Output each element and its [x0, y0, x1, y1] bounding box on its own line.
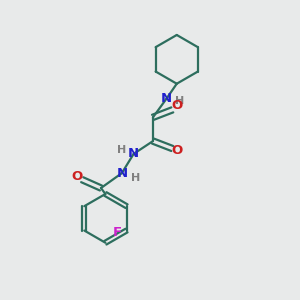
Text: O: O	[172, 99, 183, 112]
Text: N: N	[160, 92, 172, 105]
Text: F: F	[113, 226, 122, 238]
Text: N: N	[128, 147, 139, 161]
Text: O: O	[71, 170, 82, 183]
Text: H: H	[175, 96, 184, 106]
Text: O: O	[172, 143, 183, 157]
Text: N: N	[116, 167, 128, 180]
Text: H: H	[116, 145, 126, 155]
Text: H: H	[131, 172, 140, 183]
